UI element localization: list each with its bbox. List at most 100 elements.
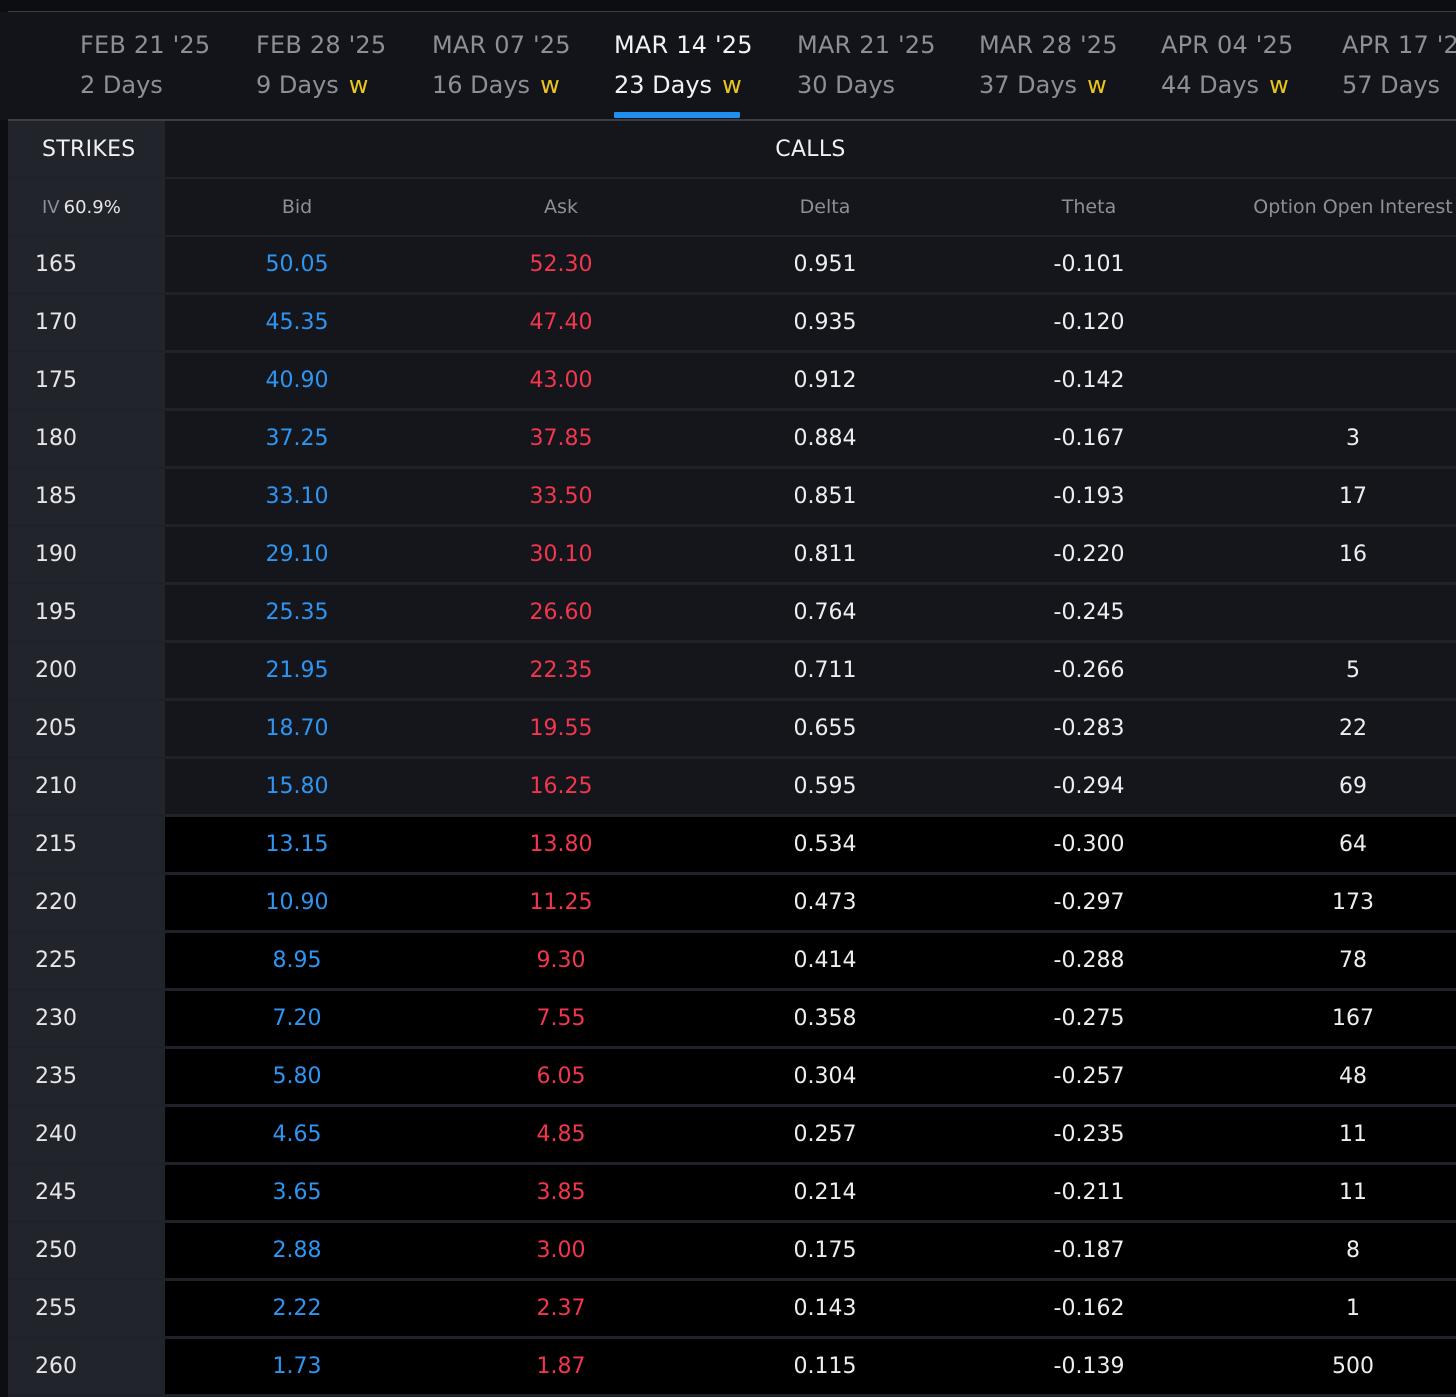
tab-date: MAR 07 '25 — [432, 31, 571, 59]
bid-cell[interactable]: 21.95 — [265, 658, 329, 683]
table-row[interactable]: 215 13.15 13.80 0.534 -0.300 64 — [8, 817, 1456, 875]
tab-expiration-3-active[interactable]: MAR 14 '25 23 Days w — [614, 28, 753, 120]
bid-cell[interactable]: 33.10 — [265, 484, 329, 509]
column-header-bid[interactable]: Bid — [281, 196, 313, 218]
weekly-badge: w — [348, 71, 369, 99]
table-row[interactable]: 200 21.95 22.35 0.711 -0.266 5 — [8, 643, 1456, 701]
delta-cell: 0.884 — [793, 426, 857, 451]
tab-expiration-7[interactable]: APR 17 '25 57 Days — [1342, 28, 1456, 120]
bid-cell[interactable]: 5.80 — [272, 1064, 322, 1089]
table-row[interactable]: 220 10.90 11.25 0.473 -0.297 173 — [8, 875, 1456, 933]
bid-cell[interactable]: 3.65 — [272, 1180, 322, 1205]
bid-cell[interactable]: 4.65 — [272, 1122, 322, 1147]
open-interest-cell: 8 — [1346, 1238, 1360, 1263]
bid-cell[interactable]: 13.15 — [265, 832, 329, 857]
table-row[interactable]: 260 1.73 1.87 0.115 -0.139 500 — [8, 1339, 1456, 1397]
theta-cell: -0.101 — [1053, 252, 1125, 277]
bid-cell[interactable]: 37.25 — [265, 426, 329, 451]
table-row[interactable]: 230 7.20 7.55 0.358 -0.275 167 — [8, 991, 1456, 1049]
ask-cell[interactable]: 1.87 — [536, 1354, 586, 1379]
theta-cell: -0.294 — [1053, 774, 1125, 799]
theta-cell: -0.162 — [1053, 1296, 1125, 1321]
ask-cell[interactable]: 3.85 — [536, 1180, 586, 1205]
ask-cell[interactable]: 2.37 — [536, 1296, 586, 1321]
ask-cell[interactable]: 26.60 — [529, 600, 593, 625]
tab-expiration-2[interactable]: MAR 07 '25 16 Days w — [432, 28, 571, 120]
delta-cell: 0.175 — [793, 1238, 857, 1263]
table-row[interactable]: 185 33.10 33.50 0.851 -0.193 17 — [8, 469, 1456, 527]
ask-cell[interactable]: 16.25 — [529, 774, 593, 799]
bid-cell[interactable]: 40.90 — [265, 368, 329, 393]
tab-expiration-0[interactable]: FEB 21 '25 2 Days — [80, 28, 210, 120]
bid-cell[interactable]: 25.35 — [265, 600, 329, 625]
open-interest-cell: 11 — [1339, 1180, 1367, 1205]
theta-cell: -0.220 — [1053, 542, 1125, 567]
ask-cell[interactable]: 4.85 — [536, 1122, 586, 1147]
ask-cell[interactable]: 22.35 — [529, 658, 593, 683]
bid-cell[interactable]: 45.35 — [265, 310, 329, 335]
delta-cell: 0.534 — [793, 832, 857, 857]
bid-cell[interactable]: 15.80 — [265, 774, 329, 799]
table-row[interactable]: 175 40.90 43.00 0.912 -0.142 — [8, 353, 1456, 411]
column-header-open-interest[interactable]: Option Open Interest — [1253, 196, 1453, 218]
ask-cell[interactable]: 6.05 — [536, 1064, 586, 1089]
table-row[interactable]: 235 5.80 6.05 0.304 -0.257 48 — [8, 1049, 1456, 1107]
tab-date: APR 04 '25 — [1161, 31, 1294, 59]
table-row[interactable]: 225 8.95 9.30 0.414 -0.288 78 — [8, 933, 1456, 991]
table-row[interactable]: 180 37.25 37.85 0.884 -0.167 3 — [8, 411, 1456, 469]
theta-cell: -0.275 — [1053, 1006, 1125, 1031]
table-row[interactable]: 240 4.65 4.85 0.257 -0.235 11 — [8, 1107, 1456, 1165]
weekly-badge: w — [540, 71, 560, 99]
strike-cell: 205 — [8, 701, 165, 756]
bid-cell[interactable]: 29.10 — [265, 542, 329, 567]
ask-cell[interactable]: 30.10 — [529, 542, 593, 567]
bid-cell[interactable]: 50.05 — [265, 252, 329, 277]
tab-days: 9 Days — [256, 71, 339, 99]
bid-cell[interactable]: 7.20 — [272, 1006, 322, 1031]
tab-expiration-1[interactable]: FEB 28 '25 9 Days w — [256, 28, 386, 120]
ask-cell[interactable]: 13.80 — [529, 832, 593, 857]
table-row[interactable]: 195 25.35 26.60 0.764 -0.245 — [8, 585, 1456, 643]
delta-cell: 0.711 — [793, 658, 857, 683]
bid-cell[interactable]: 1.73 — [272, 1354, 322, 1379]
strike-cell: 225 — [8, 933, 165, 988]
iv-label: IV — [42, 196, 60, 218]
ask-cell[interactable]: 43.00 — [529, 368, 593, 393]
column-header-theta[interactable]: Theta — [1061, 196, 1117, 218]
theta-cell: -0.297 — [1053, 890, 1125, 915]
column-header-ask[interactable]: Ask — [544, 196, 578, 218]
delta-cell: 0.143 — [793, 1296, 857, 1321]
bid-cell[interactable]: 2.88 — [272, 1238, 322, 1263]
strike-cell: 175 — [8, 353, 165, 408]
theta-cell: -0.245 — [1053, 600, 1125, 625]
delta-cell: 0.304 — [793, 1064, 857, 1089]
bid-cell[interactable]: 18.70 — [265, 716, 329, 741]
bid-cell[interactable]: 8.95 — [272, 948, 322, 973]
ask-cell[interactable]: 37.85 — [529, 426, 593, 451]
ask-cell[interactable]: 11.25 — [529, 890, 593, 915]
table-row[interactable]: 165 50.05 52.30 0.951 -0.101 — [8, 237, 1456, 295]
column-header-delta[interactable]: Delta — [799, 196, 851, 218]
table-row[interactable]: 250 2.88 3.00 0.175 -0.187 8 — [8, 1223, 1456, 1281]
ask-cell[interactable]: 3.00 — [536, 1238, 586, 1263]
ask-cell[interactable]: 9.30 — [536, 948, 586, 973]
table-row[interactable]: 205 18.70 19.55 0.655 -0.283 22 — [8, 701, 1456, 759]
tab-expiration-4[interactable]: MAR 21 '25 30 Days — [797, 28, 936, 120]
ask-cell[interactable]: 7.55 — [536, 1006, 586, 1031]
ask-cell[interactable]: 52.30 — [529, 252, 593, 277]
table-row[interactable]: 210 15.80 16.25 0.595 -0.294 69 — [8, 759, 1456, 817]
open-interest-cell: 48 — [1339, 1064, 1367, 1089]
ask-cell[interactable]: 33.50 — [529, 484, 593, 509]
ask-cell[interactable]: 19.55 — [529, 716, 593, 741]
calls-header: CALLS — [165, 121, 1456, 177]
bid-cell[interactable]: 2.22 — [272, 1296, 322, 1321]
bid-cell[interactable]: 10.90 — [265, 890, 329, 915]
table-row[interactable]: 245 3.65 3.85 0.214 -0.211 11 — [8, 1165, 1456, 1223]
tab-expiration-6[interactable]: APR 04 '25 44 Days w — [1161, 28, 1294, 120]
table-row[interactable]: 255 2.22 2.37 0.143 -0.162 1 — [8, 1281, 1456, 1339]
ask-cell[interactable]: 47.40 — [529, 310, 593, 335]
table-row[interactable]: 190 29.10 30.10 0.811 -0.220 16 — [8, 527, 1456, 585]
tab-expiration-5[interactable]: MAR 28 '25 37 Days w — [979, 28, 1118, 120]
delta-cell: 0.935 — [793, 310, 857, 335]
table-row[interactable]: 170 45.35 47.40 0.935 -0.120 — [8, 295, 1456, 353]
